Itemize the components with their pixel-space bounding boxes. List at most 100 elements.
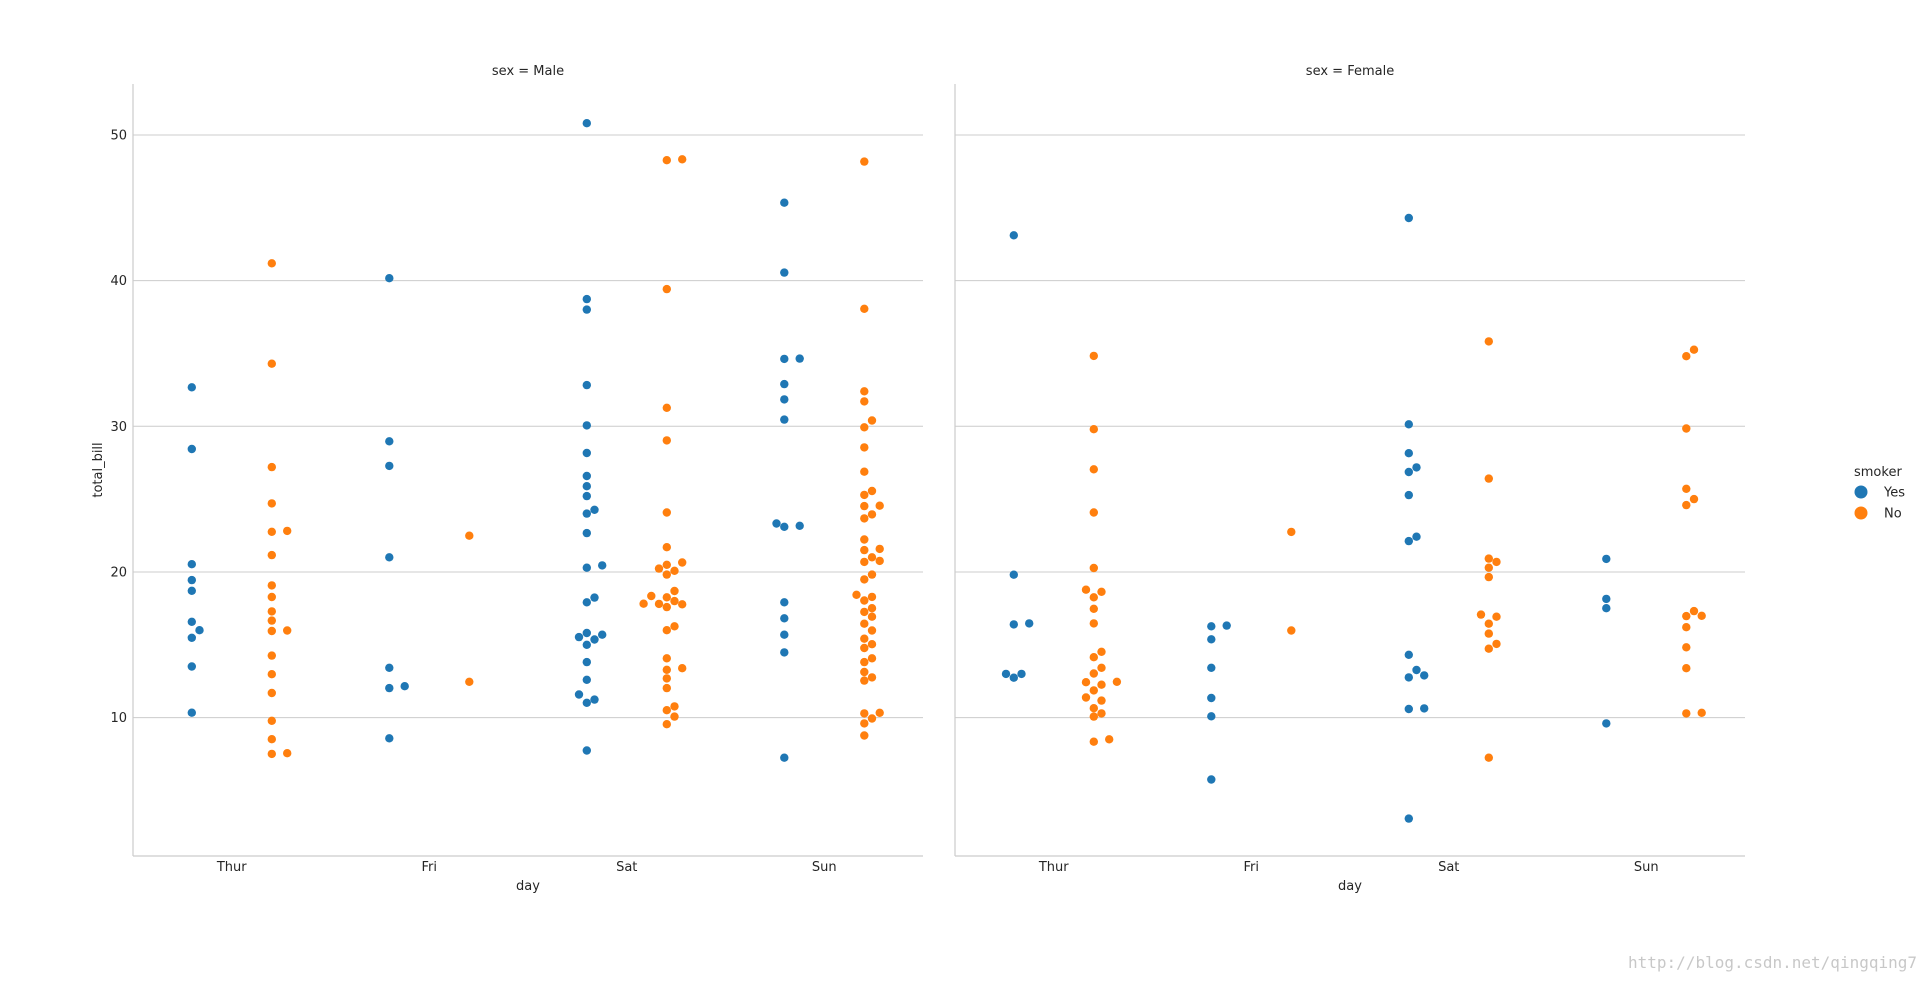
legend: smoker Yes No (1854, 465, 1905, 522)
point-no-thur (1089, 737, 1099, 746)
point-no-thur (1112, 677, 1122, 686)
point-yes-sat (582, 640, 591, 649)
point-no-thur (1089, 619, 1099, 628)
point-no-thur (267, 499, 276, 508)
point-no-thur (283, 749, 292, 758)
point-no-sat (662, 674, 671, 683)
point-yes-sun (780, 415, 789, 424)
point-no-sun (867, 592, 877, 602)
point-no-thur (267, 359, 276, 368)
x-axis-label: day (516, 879, 540, 894)
point-no-sat (662, 654, 671, 663)
point-no-sat (670, 622, 679, 631)
point-no-thur (1089, 686, 1099, 695)
point-no-thur (1089, 465, 1099, 474)
point-yes-thur (187, 662, 196, 671)
point-no-sat (670, 712, 679, 721)
point-no-sun (867, 486, 877, 496)
point-yes-sun (780, 753, 789, 762)
point-no-sat (1484, 644, 1494, 653)
point-yes-sun (772, 519, 781, 528)
x-tick-label: Sat (1438, 860, 1459, 875)
point-no-sat (1484, 563, 1494, 572)
point-no-sat (678, 155, 687, 164)
point-no-thur (1089, 653, 1099, 662)
point-yes-sat (582, 119, 591, 128)
point-no-sun (1697, 611, 1706, 620)
point-yes-sat (582, 657, 591, 667)
point-yes-fri (1207, 635, 1216, 644)
point-yes-sun (1602, 604, 1611, 613)
point-no-sun (860, 545, 869, 555)
point-yes-fri (400, 682, 409, 691)
point-no-thur (267, 735, 276, 744)
point-no-sun (860, 397, 869, 406)
point-no-sat (662, 593, 671, 602)
point-yes-fri (385, 683, 394, 693)
point-no-sat (1476, 610, 1486, 619)
point-no-sat (662, 720, 671, 729)
point-no-sun (860, 514, 869, 523)
point-yes-thur (187, 575, 196, 585)
facet-title: sex = Male (492, 64, 564, 79)
point-yes-thur (187, 617, 196, 626)
point-no-sun (852, 590, 861, 599)
point-yes-thur (187, 444, 196, 454)
point-no-sat (1484, 474, 1494, 483)
point-no-sun (1682, 611, 1691, 621)
y-tick-label: 30 (110, 420, 127, 435)
point-no-sun (860, 709, 869, 718)
point-yes-fri (1207, 663, 1216, 672)
point-no-sun (867, 626, 877, 635)
point-no-sat (1492, 612, 1501, 621)
point-no-sat (662, 403, 671, 412)
point-no-thur (1097, 680, 1106, 689)
point-yes-sat (1404, 673, 1414, 682)
point-no-thur (1089, 669, 1099, 678)
point-yes-sat (582, 746, 591, 755)
point-yes-thur (187, 708, 196, 717)
point-no-sat (1484, 629, 1494, 638)
point-no-sat (662, 508, 671, 517)
point-no-thur (1089, 704, 1099, 713)
point-yes-sat (582, 528, 591, 538)
point-yes-fri (385, 274, 394, 283)
point-yes-fri (385, 734, 394, 743)
point-no-sun (860, 667, 869, 677)
point-no-sat (678, 600, 687, 609)
point-no-sun (860, 634, 869, 643)
point-yes-sun (1602, 554, 1611, 564)
point-no-sun (867, 612, 877, 621)
point-yes-sat (1404, 490, 1414, 500)
point-yes-sun (780, 379, 789, 389)
point-yes-sun (780, 648, 789, 657)
point-yes-sat (1412, 532, 1421, 541)
point-no-sun (1682, 709, 1691, 718)
point-no-sun (1689, 606, 1699, 616)
point-yes-fri (385, 437, 394, 446)
point-no-sun (875, 556, 884, 566)
point-yes-sat (1404, 449, 1414, 458)
point-no-thur (267, 527, 276, 536)
point-yes-thur (187, 586, 196, 595)
point-no-thur (1105, 735, 1114, 744)
y-tick-label: 40 (110, 274, 127, 289)
point-no-sun (860, 676, 869, 685)
point-yes-sun (780, 598, 789, 607)
point-yes-sat (1412, 463, 1421, 472)
point-no-sun (860, 719, 869, 728)
point-no-sun (1682, 424, 1691, 433)
point-yes-thur (1009, 231, 1018, 240)
point-yes-sat (1404, 814, 1414, 823)
point-yes-fri (1207, 693, 1216, 703)
point-yes-sat (582, 421, 591, 430)
point-no-sun (875, 501, 884, 510)
point-no-sat (678, 664, 687, 673)
point-no-sun (1682, 664, 1691, 673)
x-tick-label: Sat (616, 860, 637, 875)
point-yes-sat (590, 593, 599, 602)
point-no-sat (670, 586, 679, 596)
point-no-sun (860, 304, 869, 313)
point-yes-thur (1025, 619, 1034, 628)
point-no-sat (670, 596, 679, 606)
